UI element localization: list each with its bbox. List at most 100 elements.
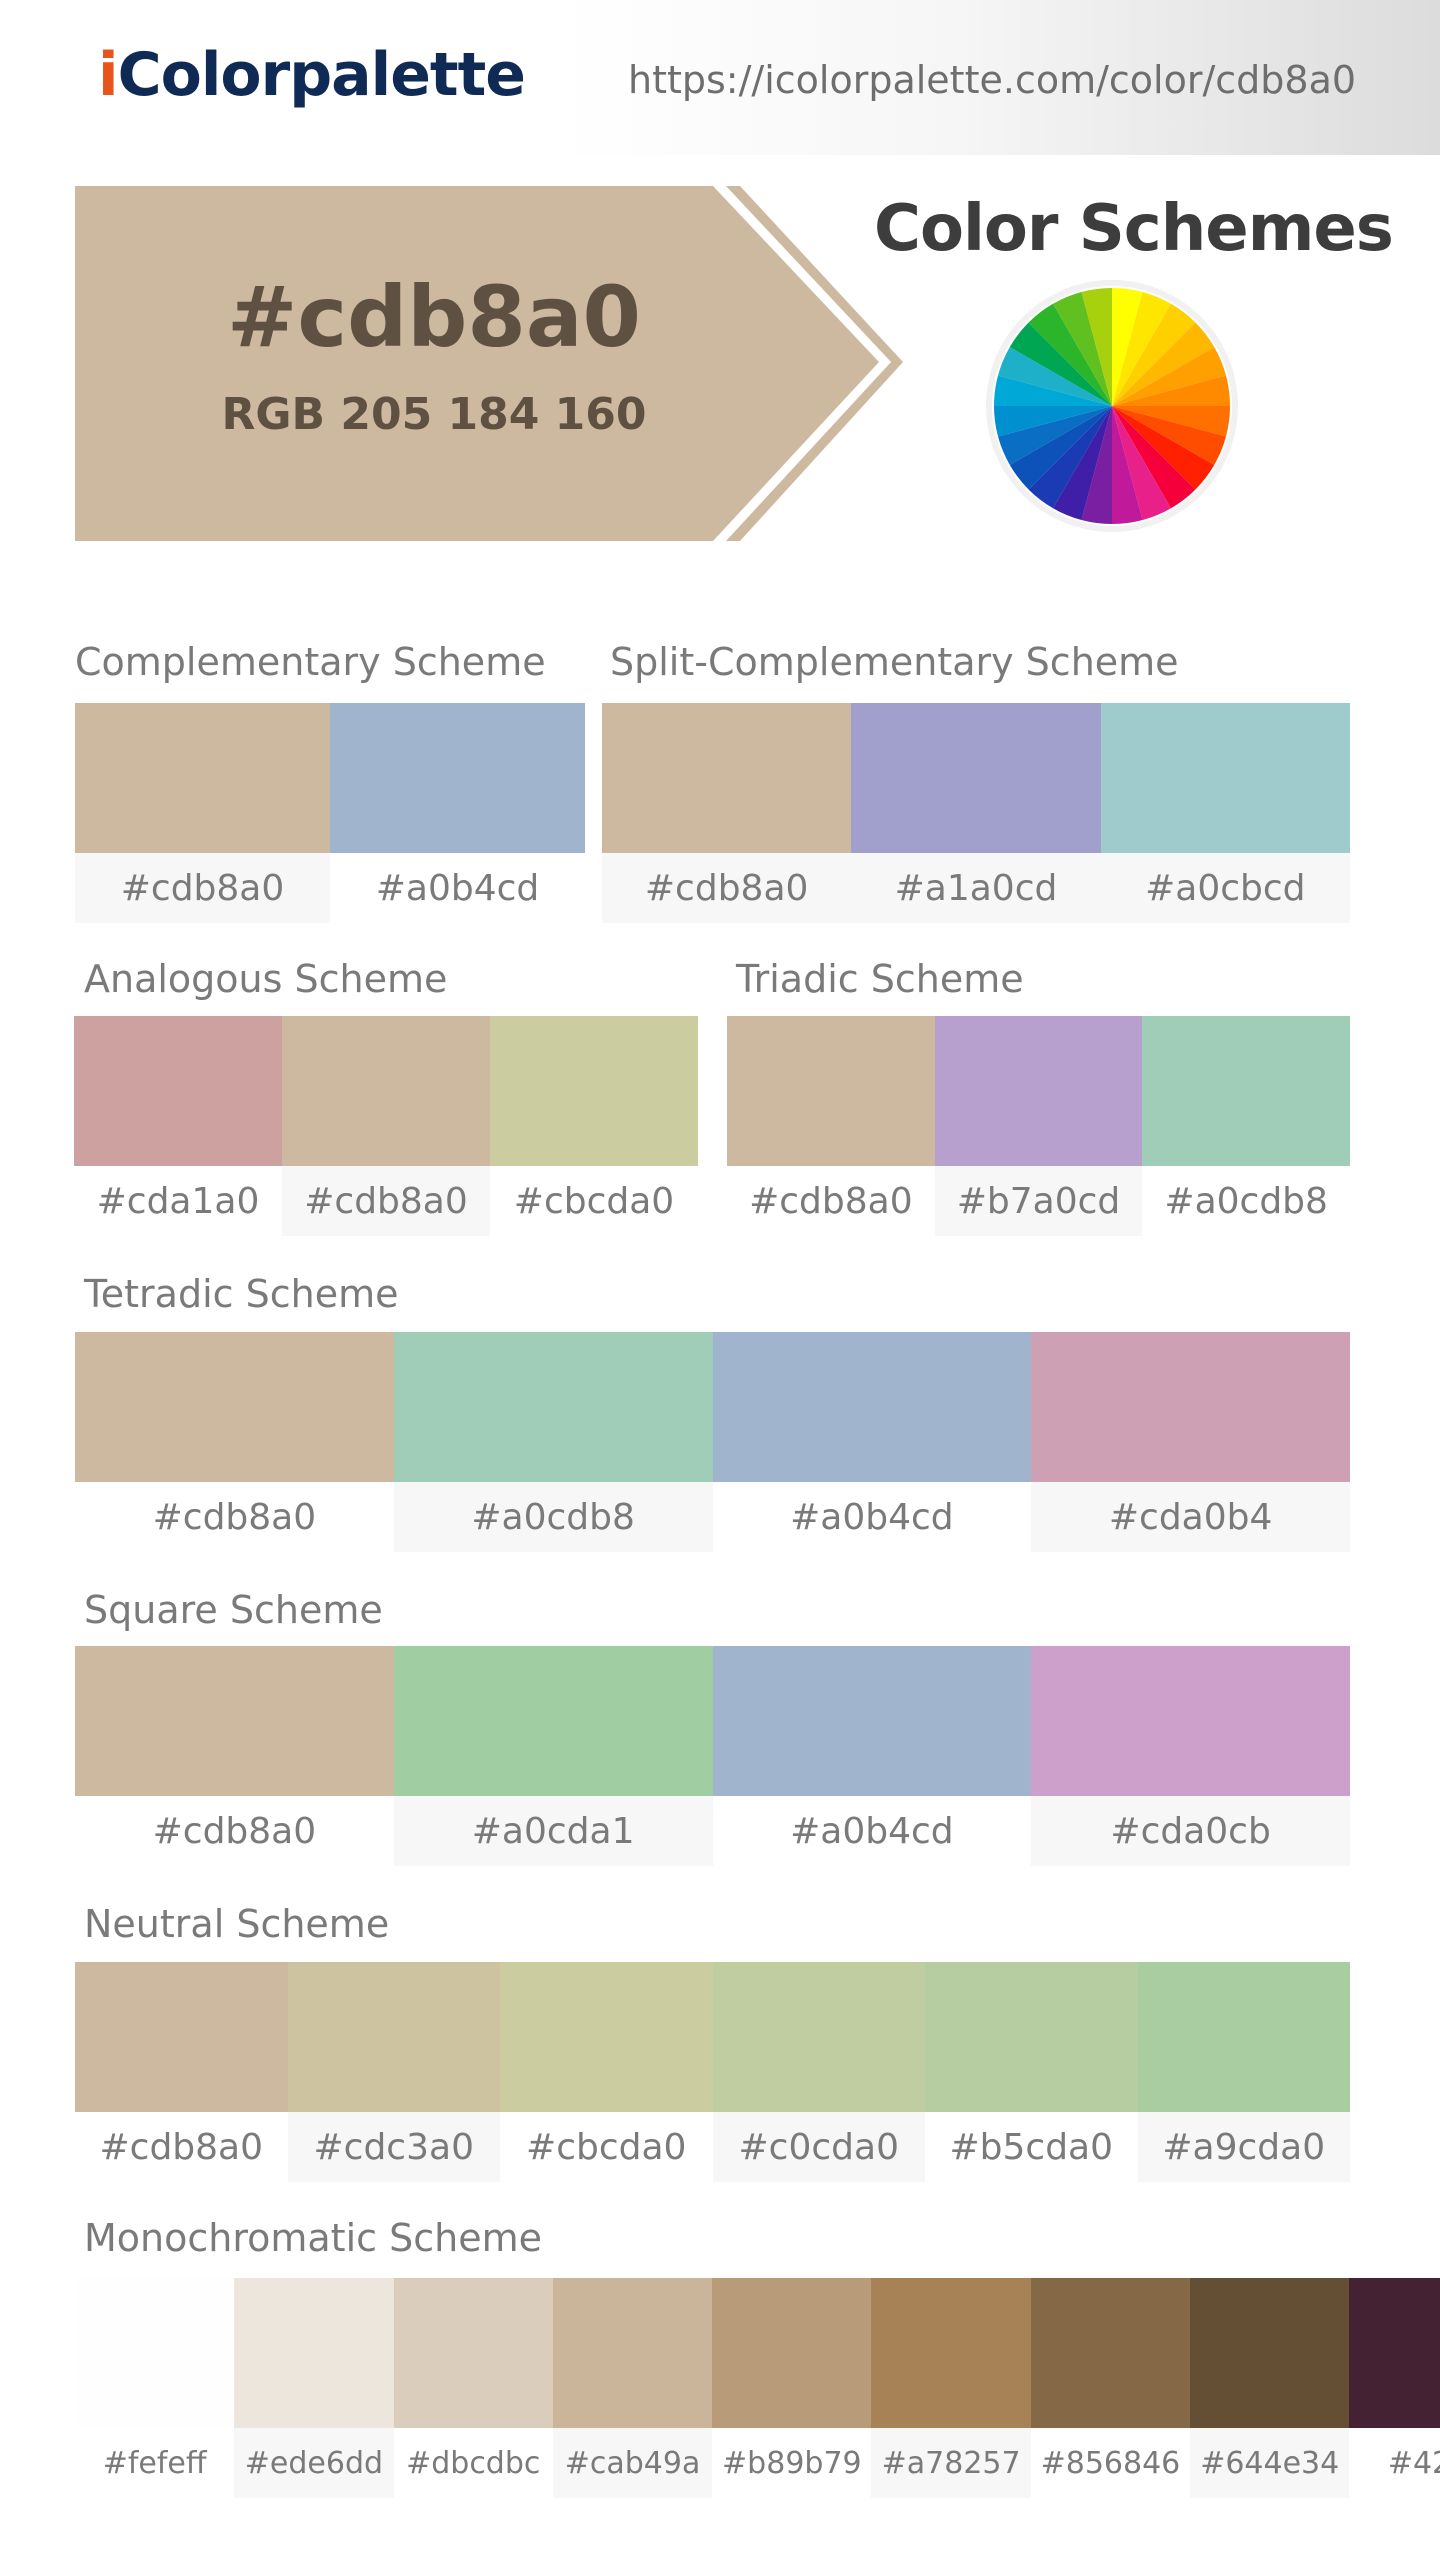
site-logo[interactable]: iColorpalette — [98, 40, 526, 110]
swatch-hex-label: #ede6dd — [234, 2428, 394, 2498]
wheel-wedge — [1112, 406, 1171, 520]
square-title: Square Scheme — [84, 1588, 383, 1632]
color-swatch[interactable] — [552, 2278, 713, 2428]
swatch-hex-label: #cda0b4 — [1031, 1482, 1350, 1552]
triadic-swatch[interactable]: #cdb8a0 — [727, 1016, 935, 1236]
color-swatch[interactable] — [74, 1016, 282, 1166]
color-swatch[interactable] — [1142, 1016, 1351, 1166]
color-swatch[interactable] — [727, 1016, 935, 1166]
color-swatch[interactable] — [1349, 2278, 1440, 2428]
monochromatic-swatch[interactable]: #a78257 — [871, 2278, 1031, 2498]
neutral-swatch[interactable]: #a9cda0 — [1137, 1962, 1350, 2182]
color-swatch[interactable] — [712, 1646, 1032, 1796]
color-swatch[interactable] — [393, 2278, 553, 2428]
color-swatch[interactable] — [712, 2278, 872, 2428]
color-swatch[interactable] — [934, 1016, 1143, 1166]
color-swatch[interactable] — [712, 1962, 925, 2112]
color-swatch[interactable] — [75, 1332, 394, 1482]
tetradic-swatch[interactable]: #a0cdb8 — [393, 1332, 713, 1552]
color-swatch[interactable] — [1031, 1646, 1350, 1796]
wheel-wedge — [1081, 406, 1112, 524]
color-swatch[interactable] — [287, 1962, 500, 2112]
swatch-hex-label: #a0b4cd — [790, 1496, 954, 1538]
neutral-swatch[interactable]: #b5cda0 — [925, 1962, 1138, 2182]
split-swatch[interactable]: #cdb8a0 — [602, 703, 852, 923]
swatch-hex-label: #cbcda0 — [513, 1180, 675, 1222]
monochromatic-swatch[interactable]: #b89b79 — [712, 2278, 872, 2498]
wheel-wedge — [998, 347, 1112, 406]
wheel-wedge — [1112, 406, 1215, 490]
color-hex-heading: #cdb8a0 — [226, 268, 641, 366]
color-swatch[interactable] — [330, 703, 585, 853]
neutral-title: Neutral Scheme — [84, 1902, 390, 1946]
analogous-swatch[interactable]: #cdb8a0 — [282, 1016, 490, 1236]
color-swatch[interactable] — [925, 1962, 1138, 2112]
tetradic-swatch[interactable]: #cdb8a0 — [75, 1332, 394, 1552]
color-swatch[interactable] — [1030, 2278, 1191, 2428]
square-swatch[interactable]: #cdb8a0 — [75, 1646, 394, 1866]
wheel-wedge — [1112, 288, 1143, 406]
wheel-wedge — [1112, 406, 1143, 524]
analogous-swatches: #cda1a0 #cdb8a0 #cbcda0 — [74, 1016, 698, 1236]
color-swatch[interactable] — [712, 1332, 1032, 1482]
color-swatch[interactable] — [75, 1646, 394, 1796]
color-swatch[interactable] — [851, 703, 1101, 853]
color-swatch[interactable] — [1031, 1332, 1350, 1482]
monochromatic-swatch[interactable]: #dbcdbc — [393, 2278, 553, 2498]
tetradic-swatch[interactable]: #a0b4cd — [712, 1332, 1032, 1552]
monochromatic-swatch[interactable]: #fefeff — [75, 2278, 235, 2498]
monochromatic-title: Monochromatic Scheme — [84, 2216, 542, 2260]
swatch-hex-label: #cdb8a0 — [99, 2126, 264, 2168]
color-swatch[interactable] — [1190, 2278, 1350, 2428]
color-swatch[interactable] — [602, 703, 852, 853]
wheel-wedge — [1112, 375, 1230, 406]
square-swatch[interactable]: #a0b4cd — [712, 1646, 1032, 1866]
triadic-swatch[interactable]: #a0cdb8 — [1142, 1016, 1351, 1236]
triadic-swatch[interactable]: #b7a0cd — [934, 1016, 1143, 1236]
color-swatch[interactable] — [1100, 703, 1350, 853]
color-swatch[interactable] — [75, 703, 330, 853]
swatch-hex-label: #a0cdb8 — [393, 1482, 713, 1552]
color-swatch[interactable] — [500, 1962, 713, 2112]
wheel-wedge — [998, 406, 1112, 465]
neutral-swatch[interactable]: #cdc3a0 — [287, 1962, 500, 2182]
monochromatic-swatch[interactable]: #cab49a — [552, 2278, 713, 2498]
color-swatch[interactable] — [75, 2278, 235, 2428]
square-swatch[interactable]: #cda0cb — [1031, 1646, 1350, 1866]
wheel-wedge — [1112, 406, 1226, 465]
tetradic-swatch[interactable]: #cda0b4 — [1031, 1332, 1350, 1552]
neutral-swatch[interactable]: #cbcda0 — [500, 1962, 713, 2182]
split-swatch[interactable]: #a0cbcd — [1100, 703, 1350, 923]
color-swatch[interactable] — [75, 1962, 288, 2112]
monochromatic-swatch[interactable]: #ede6dd — [234, 2278, 394, 2498]
color-swatch[interactable] — [393, 1332, 713, 1482]
wheel-wedge — [1009, 322, 1112, 406]
complementary-swatch[interactable]: #a0b4cd — [330, 703, 585, 923]
split-swatch[interactable]: #a1a0cd — [851, 703, 1101, 923]
neutral-swatch[interactable]: #c0cda0 — [712, 1962, 925, 2182]
color-swatch[interactable] — [234, 2278, 394, 2428]
neutral-swatch[interactable]: #cdb8a0 — [75, 1962, 288, 2182]
complementary-swatch[interactable]: #cdb8a0 — [75, 703, 330, 923]
color-swatch[interactable] — [871, 2278, 1031, 2428]
color-swatch[interactable] — [490, 1016, 698, 1166]
swatch-hex-label: #cab49a — [552, 2428, 713, 2498]
split-complementary-title: Split-Complementary Scheme — [610, 640, 1179, 684]
triadic-swatches: #cdb8a0 #b7a0cd #a0cdb8 — [727, 1016, 1351, 1236]
square-swatch[interactable]: #a0cda1 — [393, 1646, 713, 1866]
analogous-swatch[interactable]: #cda1a0 — [74, 1016, 282, 1236]
neutral-swatches: #cdb8a0 #cdc3a0 #cbcda0 #c0cda0 #b5cda0 #a9cd… — [75, 1962, 1350, 2182]
wheel-wedge — [1028, 406, 1112, 509]
swatch-hex-label: #cbcda0 — [526, 2126, 687, 2168]
color-swatch[interactable] — [282, 1016, 490, 1166]
color-swatch[interactable] — [393, 1646, 713, 1796]
monochromatic-swatch[interactable]: #644e34 — [1190, 2278, 1350, 2498]
tetradic-title: Tetradic Scheme — [84, 1272, 399, 1316]
color-swatch[interactable] — [1137, 1962, 1350, 2112]
wheel-wedge — [1081, 288, 1112, 406]
monochromatic-swatch[interactable]: #423 — [1349, 2278, 1440, 2498]
swatch-hex-label: #cdb8a0 — [749, 1180, 913, 1222]
analogous-swatch[interactable]: #cbcda0 — [490, 1016, 698, 1236]
square-swatches: #cdb8a0 #a0cda1 #a0b4cd #cda0cb — [75, 1646, 1350, 1866]
monochromatic-swatch[interactable]: #856846 — [1030, 2278, 1191, 2498]
